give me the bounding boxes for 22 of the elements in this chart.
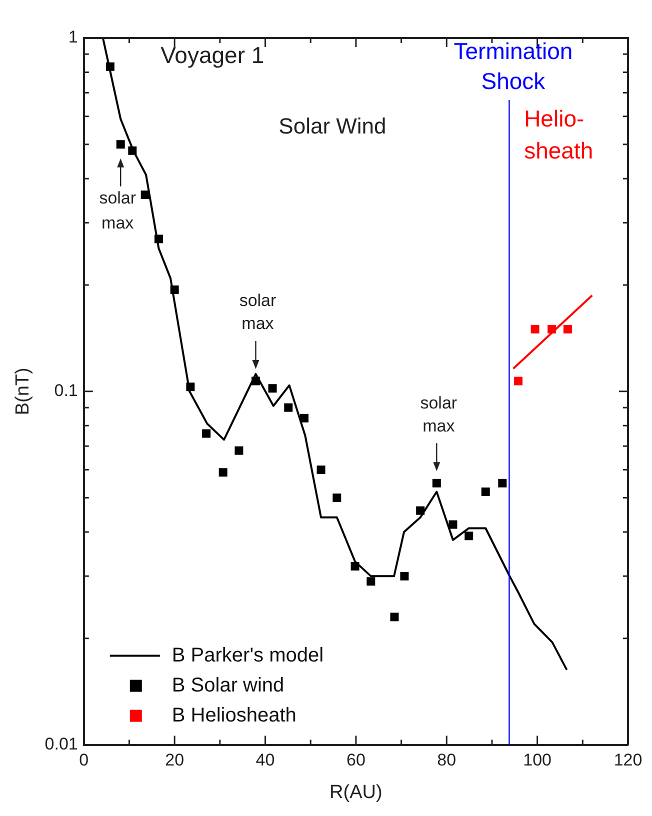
legend-label: B Parker's model <box>172 644 324 666</box>
ref-line-label: Termination Shock <box>454 38 573 94</box>
annotation: Solar Wind <box>278 114 386 139</box>
x-tick-label: 100 <box>523 750 552 770</box>
x-tick-label: 80 <box>437 750 456 770</box>
annotation: solar max <box>420 393 458 436</box>
x-tick-label: 40 <box>256 750 275 770</box>
legend-label: B Solar wind <box>172 674 284 696</box>
annotation: Helio- sheath <box>524 106 594 164</box>
y-tick-label: 0.1 <box>54 381 78 400</box>
x-axis-title: R(AU) <box>330 782 382 803</box>
annotation: solar max <box>99 188 136 233</box>
x-tick-label: 20 <box>165 750 184 770</box>
x-tick-label: 60 <box>346 750 366 770</box>
legend-label: B Heliosheath <box>172 704 296 726</box>
x-tick-label: 0 <box>79 750 89 770</box>
y-tick-label: 0.01 <box>44 734 78 754</box>
y-axis-title: B(nT) <box>12 368 34 416</box>
y-tick-label: 1 <box>68 28 78 47</box>
annotation: Voyager 1 <box>160 42 264 68</box>
annotation: solar max <box>239 291 276 334</box>
x-tick-label: 120 <box>614 750 642 770</box>
